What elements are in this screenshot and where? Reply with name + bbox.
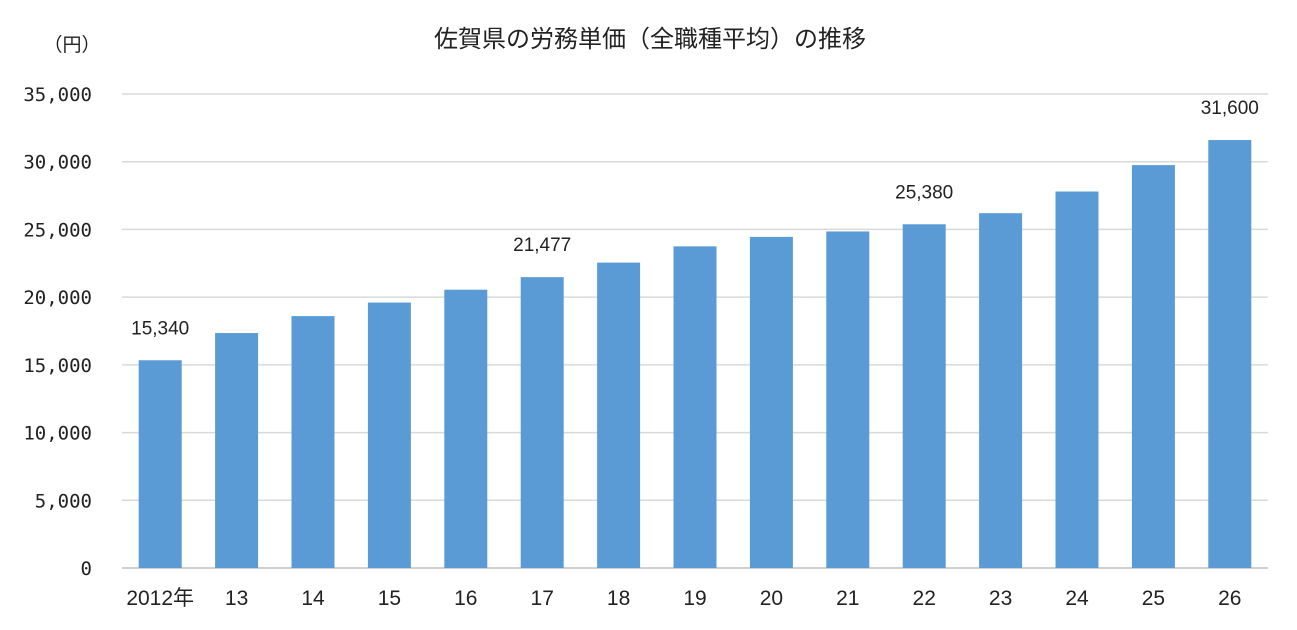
data-label: 15,340: [131, 318, 189, 339]
x-tick-label: 23: [989, 587, 1012, 610]
x-tick-label: 16: [454, 587, 477, 610]
x-tick-label: 15: [378, 587, 401, 610]
y-axis-ticks: 0 5,000 10,000 15,000 20,000 25,000 30,000 35,0…: [23, 84, 92, 580]
y-tick-label: 15,000: [23, 355, 92, 377]
data-label: 31,600: [1201, 98, 1259, 119]
y-axis-unit-label: （円）: [43, 34, 100, 56]
bar: [1055, 191, 1099, 568]
x-tick-label: 26: [1218, 587, 1241, 610]
x-tick-label: 18: [607, 587, 630, 610]
x-tick-label: 22: [913, 587, 936, 610]
y-tick-label: 30,000: [23, 152, 92, 174]
bar: [215, 333, 259, 568]
x-tick-label: 21: [836, 587, 859, 610]
bar: [520, 277, 564, 568]
bar: [673, 246, 717, 568]
x-tick-label: 25: [1142, 587, 1165, 610]
x-tick-label: 14: [301, 587, 325, 610]
bar: [749, 236, 793, 568]
data-label: 21,477: [513, 235, 571, 256]
bar: [444, 289, 488, 568]
x-tick-label: 24: [1065, 587, 1089, 610]
bar: [979, 213, 1023, 569]
bar: [1131, 165, 1175, 568]
bar: [597, 262, 641, 568]
bar: [367, 302, 411, 568]
bar: [826, 231, 870, 568]
bar: [1208, 140, 1252, 568]
bar: [291, 316, 335, 568]
y-tick-label: 35,000: [23, 84, 92, 106]
y-tick-label: 25,000: [23, 219, 92, 241]
x-tick-label: 20: [760, 587, 783, 610]
chart-title: 佐賀県の労務単価（全職種平均）の推移: [434, 25, 866, 53]
y-tick-label: 20,000: [23, 287, 92, 309]
data-labels: 15,340 21,477 25,380 31,600: [131, 98, 1259, 339]
y-tick-label: 10,000: [23, 423, 92, 445]
data-label: 25,380: [895, 182, 953, 203]
x-tick-label: 17: [531, 587, 554, 610]
x-tick-label: 19: [683, 587, 706, 610]
bar: [138, 360, 182, 568]
y-tick-label: 0: [81, 558, 92, 580]
x-tick-label: 2012年: [126, 587, 194, 610]
bars: [138, 140, 1252, 569]
x-tick-label: 13: [225, 587, 248, 610]
y-tick-label: 5,000: [35, 490, 92, 512]
bar: [902, 224, 946, 568]
x-axis-ticks: 2012年 13 14 15 16 17 18 19 20 21 22 23 24 25 26: [126, 587, 1241, 610]
